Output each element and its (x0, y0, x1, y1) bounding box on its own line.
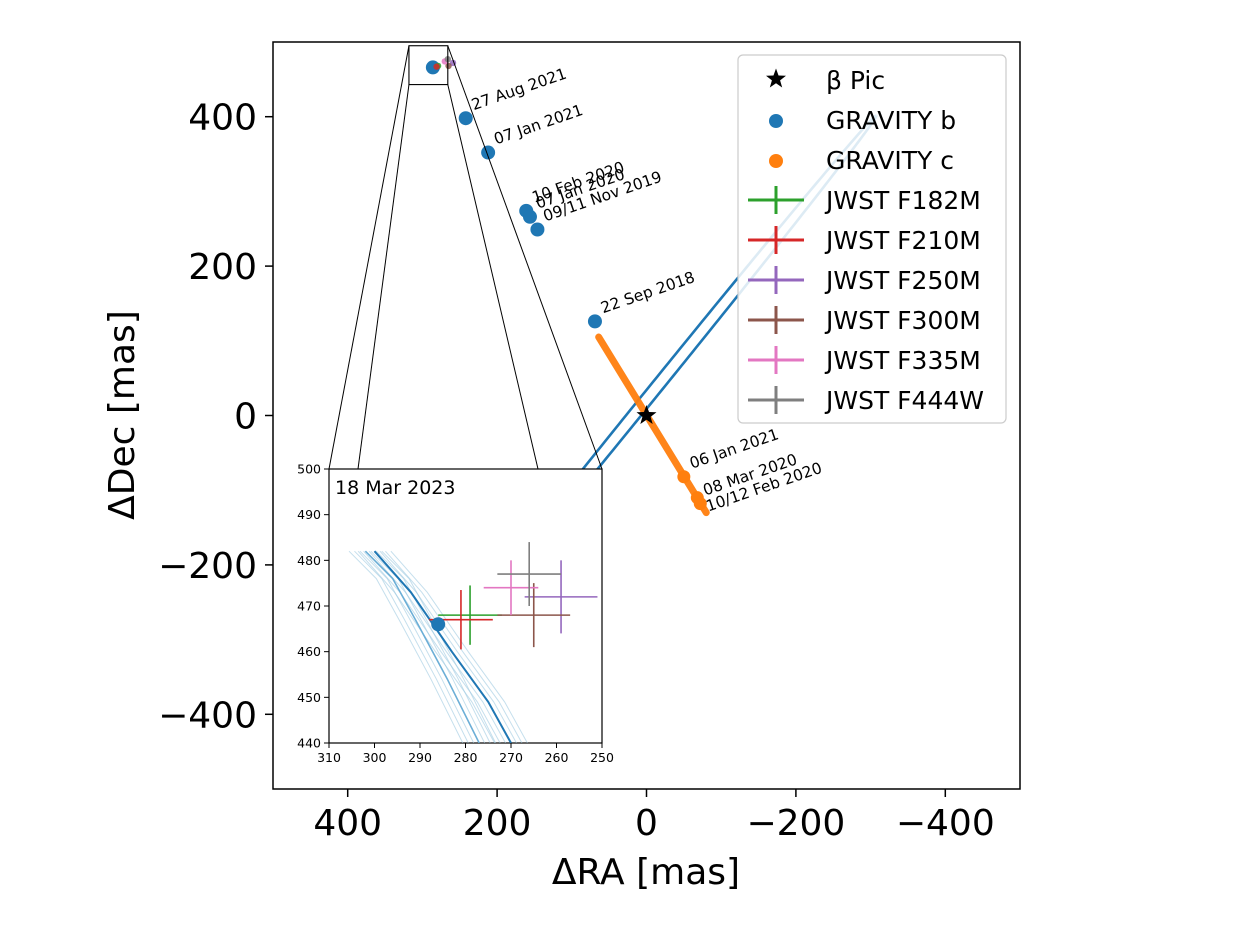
legend-label: GRAVITY c (826, 146, 954, 175)
inset-x-tick-label: 310 (317, 750, 341, 765)
orbit-draw-faint (357, 550, 496, 743)
inset-x-tick-label: 280 (454, 750, 478, 765)
legend-frame (737, 54, 1007, 424)
y-tick-label: −200 (158, 546, 257, 587)
inset-y-tick-label: 500 (297, 462, 321, 477)
zoom-connector (328, 45, 410, 470)
x-tick-label: 0 (635, 803, 658, 844)
inset-y-tick-label: 450 (297, 690, 321, 705)
inset-x-tick-label: 250 (590, 750, 614, 765)
zoom-connector (447, 84, 539, 470)
zoom-box (408, 45, 449, 86)
legend-star-marker (766, 68, 786, 88)
orbit-draw-faint (385, 550, 523, 743)
x-tick-label: 200 (463, 803, 532, 844)
orbit-draw-faint (348, 550, 464, 743)
orbit-draw-faint (379, 550, 517, 743)
legend: β Pic GRAVITY b GRAVITY c JWST F182M JWST F2… (737, 54, 1007, 424)
inset-y-tick-label: 490 (297, 507, 321, 522)
gravity-b-point (458, 111, 473, 126)
inset-title: 18 Mar 2023 (335, 477, 455, 499)
x-tick-label: 400 (313, 803, 382, 844)
gravity-c-point (677, 470, 691, 484)
inset-y-tick-label: 470 (297, 599, 321, 614)
legend-label: JWST F300M (824, 306, 981, 335)
inset-y-tick-label: 480 (297, 553, 321, 568)
orbit-inner-arm (373, 550, 512, 743)
gravity-b-point (587, 314, 602, 329)
y-tick-label: −400 (158, 695, 257, 736)
legend-label: JWST F335M (824, 346, 981, 375)
orbit-draw-faint (363, 550, 501, 743)
main-axis-ticks: 400 200 0 −200 −400 400 200 0 −200 −400 (158, 98, 995, 844)
gravity-b-point (481, 145, 496, 160)
orbit-draw-faint (390, 550, 528, 743)
orbit-draw-faint (375, 550, 491, 743)
jwst-point-small (433, 63, 440, 70)
zoom-connector (357, 84, 410, 470)
y-tick-label: 200 (188, 247, 257, 288)
legend-label: GRAVITY b (826, 106, 956, 135)
gravity-c-orbit-track (595, 333, 710, 517)
legend-circle-marker (769, 154, 783, 168)
legend-label: JWST F210M (824, 226, 981, 255)
inset-y-tick-label: 440 (297, 736, 321, 751)
inset-x-tick-label: 260 (545, 750, 569, 765)
x-axis-label: ΔRA [mas] (552, 852, 740, 893)
y-axis-label: ΔDec [mas] (102, 310, 143, 520)
inset-x-tick-label: 290 (408, 750, 432, 765)
orbit-outer-arm (364, 550, 480, 743)
inset-x-tick-label: 270 (499, 750, 523, 765)
inset-gravity-b-point (431, 617, 446, 632)
legend-label: JWST F182M (824, 186, 981, 215)
orbit-draw-faint (370, 550, 486, 743)
gravity-b-point (530, 222, 545, 237)
inset-plot-area (328, 468, 603, 744)
legend-label: JWST F444W (824, 386, 984, 415)
inset-x-tick-label: 300 (363, 750, 387, 765)
gravity-c-point (693, 497, 707, 511)
inset-axis-ticks: 310 300 290 280 270 260 250 440 450 460 470 480 490 5… (297, 462, 614, 766)
inset-y-tick-label: 460 (297, 644, 321, 659)
x-tick-label: −200 (746, 803, 845, 844)
zoom-connector (447, 45, 603, 470)
jwst-point-small (445, 62, 452, 70)
x-tick-label: −400 (896, 803, 995, 844)
zoom-connectors (328, 45, 603, 470)
legend-label: JWST F250M (824, 266, 981, 295)
orbit-draw-faint (354, 550, 469, 743)
gravity-b-point (522, 209, 537, 224)
y-tick-label: 0 (234, 397, 257, 438)
orbit-draw-faint (359, 550, 475, 743)
legend-label: β Pic (826, 66, 885, 95)
y-tick-label: 400 (188, 98, 257, 139)
inset-plot-marks (348, 542, 598, 743)
legend-circle-marker (769, 114, 783, 128)
beta-pic-star (636, 405, 657, 424)
